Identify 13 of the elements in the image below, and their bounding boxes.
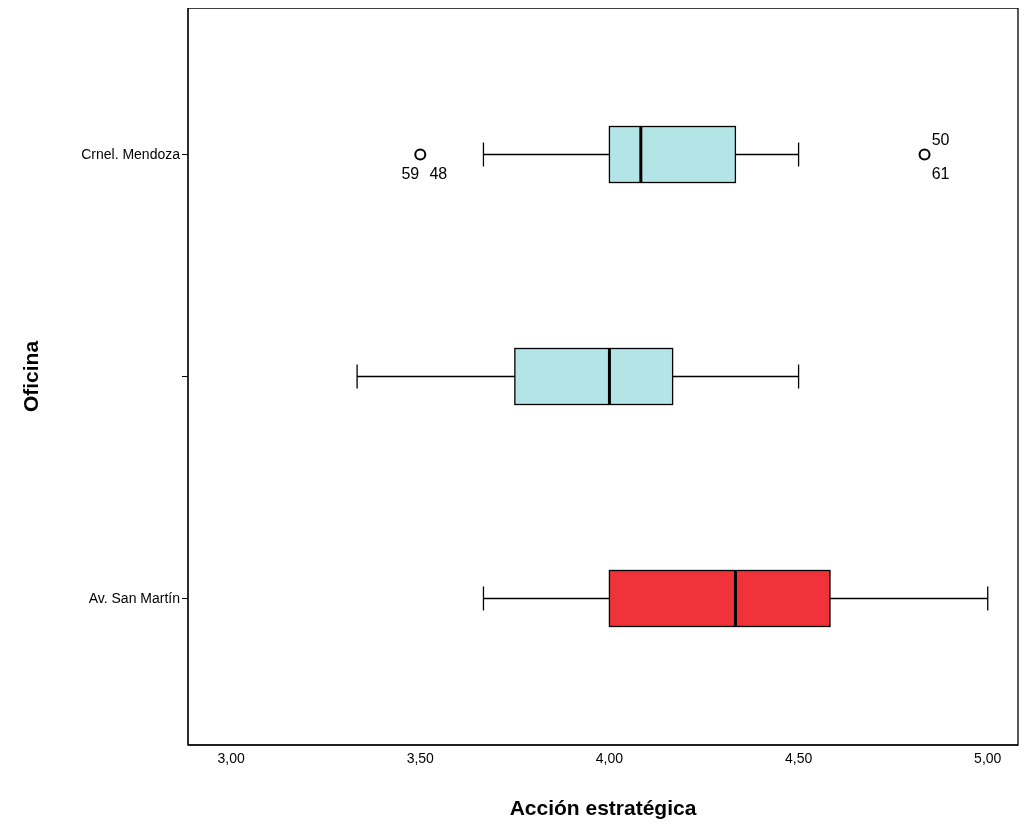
y-axis-title: Oficina — [19, 340, 42, 413]
x-tick-label: 5,00 — [974, 749, 1002, 766]
y-tick-label: Av. San Martín — [88, 590, 180, 607]
x-axis-title: Acción estratégica — [509, 796, 697, 819]
annotation: 50 — [931, 130, 950, 148]
x-tick-label: 3,50 — [406, 749, 435, 766]
annotation: 48 — [429, 164, 448, 182]
y-tick-label: Crnel. Mendoza — [81, 146, 181, 163]
x-tick-label: 4,50 — [784, 749, 813, 766]
x-tick-label: 3,00 — [217, 749, 245, 766]
x-tick-label: 4,00 — [595, 749, 624, 766]
annotation: 61 — [931, 164, 950, 182]
annotation: 59 — [401, 164, 420, 182]
